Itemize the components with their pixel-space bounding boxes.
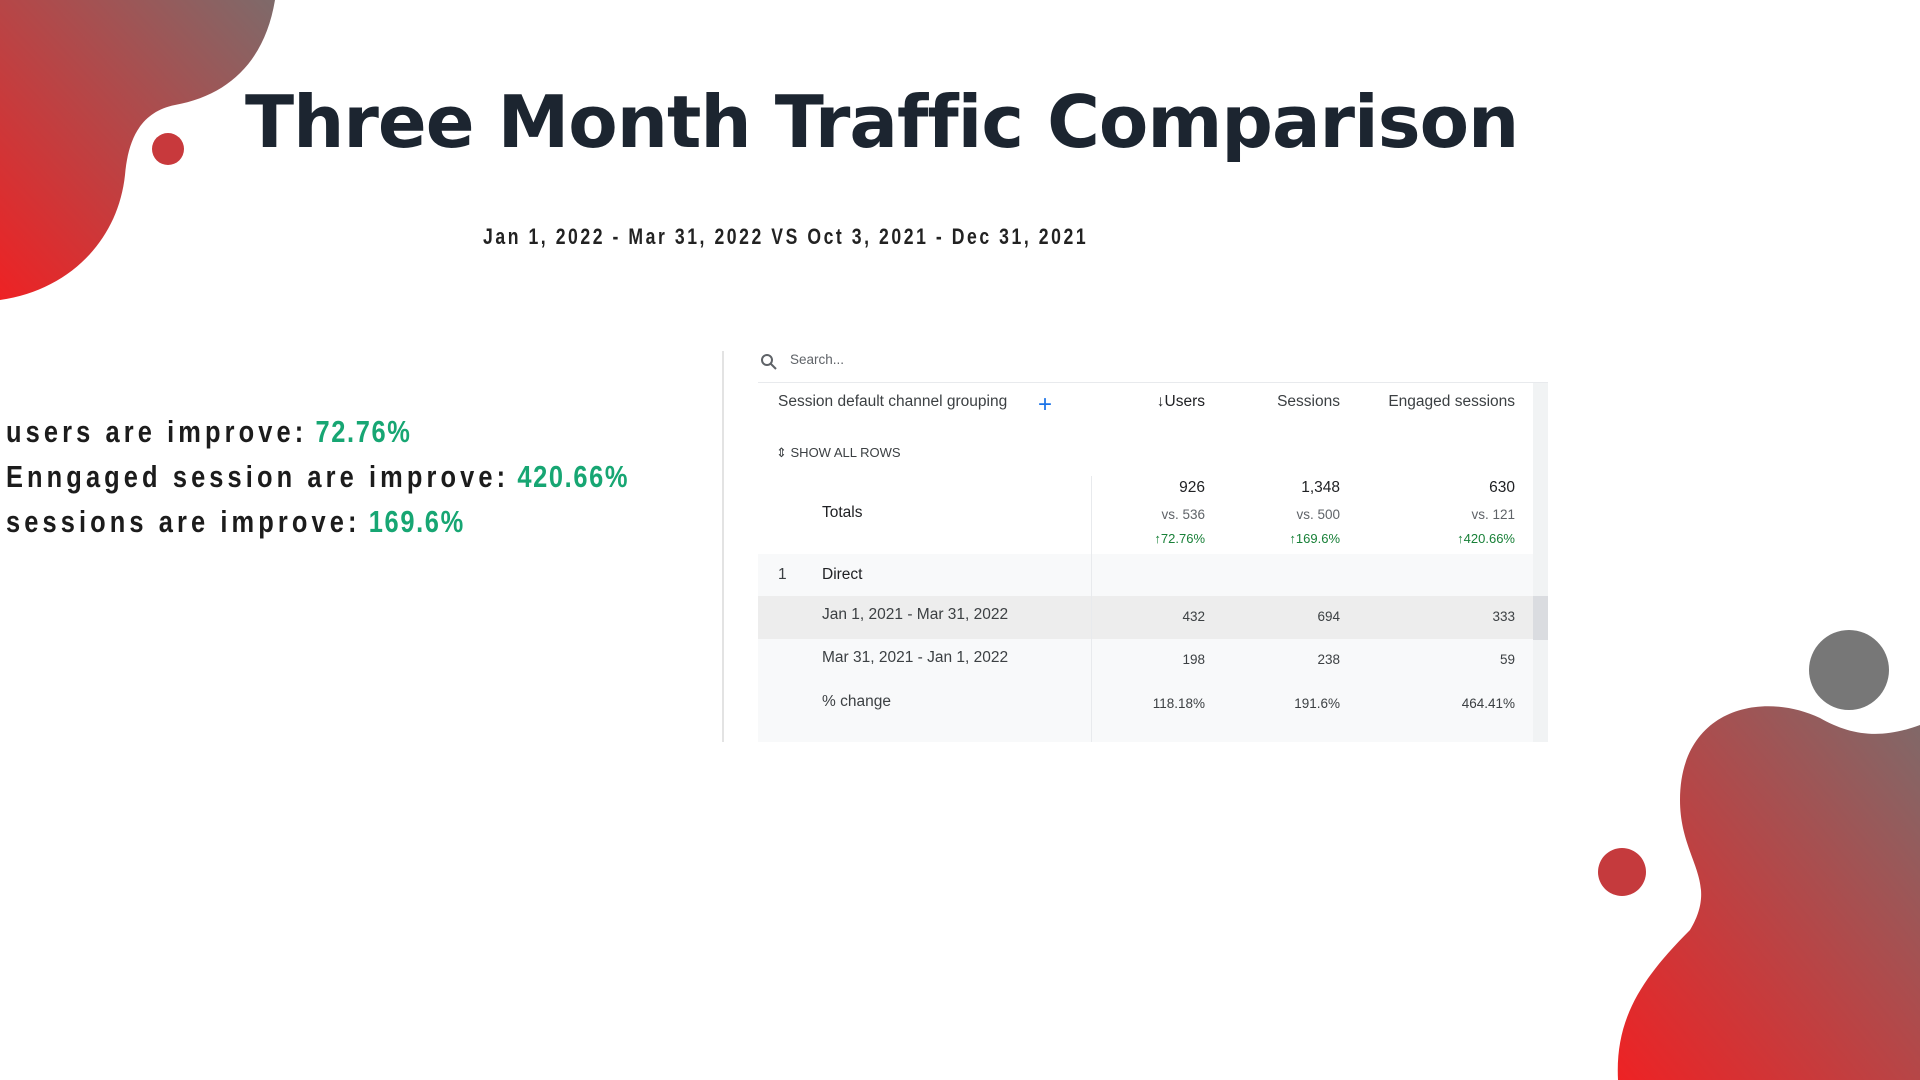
stat: users are improve: 72.76% (6, 414, 412, 450)
blob (0, 0, 275, 300)
subtitle: Jan 1, 2022 - Mar 31, 2022 VS Oct 3, 202… (483, 224, 1089, 249)
total-change: 420.66% (1457, 531, 1515, 546)
dot (1809, 630, 1889, 710)
total-value: 630 (1489, 479, 1515, 496)
cell: 59 (1499, 652, 1515, 667)
row-label: Mar 31, 2021 - Jan 1, 2022 (822, 649, 1009, 666)
stat-label: sessions are improve: (6, 504, 361, 539)
row-bg (758, 596, 1533, 639)
dot (152, 133, 184, 165)
show-all-rows[interactable]: ⇕ SHOW ALL ROWS (776, 445, 901, 460)
column-header[interactable]: Session default channel grouping (778, 393, 1008, 410)
cell: 238 (1317, 652, 1340, 667)
stat-value: 72.76% (315, 414, 412, 449)
title: Three Month Traffic Comparison (245, 80, 1519, 164)
stat-label: users are improve: (6, 414, 308, 449)
total-change: 72.76% (1154, 531, 1205, 546)
cell: 333 (1492, 609, 1515, 624)
column-header[interactable]: Engaged sessions (1388, 393, 1515, 410)
search-input[interactable]: Search... (790, 352, 845, 367)
column-header[interactable]: Sessions (1277, 393, 1340, 410)
stat-value: 420.66% (517, 459, 630, 494)
stat: sessions are improve: 169.6% (6, 504, 465, 540)
cell: 464.41% (1461, 696, 1515, 711)
group-row-bg (758, 554, 1533, 596)
column-header[interactable]: ↓Users (1156, 393, 1205, 410)
cell: 198 (1182, 652, 1205, 667)
total-value: 926 (1179, 479, 1205, 496)
stat-label: Enngaged session are improve: (6, 459, 510, 494)
row-bg (758, 639, 1533, 742)
scroll-thumb (1533, 596, 1548, 640)
stat: Enngaged session are improve: 420.66% (6, 459, 629, 495)
cell: 694 (1317, 609, 1340, 624)
row-label: Jan 1, 2021 - Mar 31, 2022 (822, 606, 1009, 623)
dot (1598, 848, 1646, 896)
cell: 191.6% (1294, 696, 1340, 711)
cell: 432 (1182, 609, 1205, 624)
total-compare: vs. 536 (1161, 507, 1205, 522)
totals-label: Totals (822, 504, 863, 521)
blob (1617, 706, 1920, 1080)
search-icon (761, 354, 777, 370)
divider (722, 351, 724, 742)
show-all-label: SHOW ALL ROWS (790, 445, 901, 460)
total-change: 169.6% (1289, 531, 1340, 546)
add-button[interactable]: + (1038, 391, 1053, 418)
divider (1091, 476, 1092, 742)
cell: 118.18% (1152, 696, 1205, 711)
group-name: Direct (822, 566, 863, 583)
total-value: 1,348 (1301, 479, 1340, 496)
row-label: % change (822, 693, 891, 710)
stat-value: 169.6% (368, 504, 465, 539)
total-compare: vs. 121 (1471, 507, 1515, 522)
scrollbar (1533, 383, 1548, 742)
total-compare: vs. 500 (1296, 507, 1340, 522)
divider (758, 382, 1548, 383)
group-index: 1 (778, 566, 787, 583)
table-screenshot: Search... Session default channel groupi… (708, 351, 1548, 742)
